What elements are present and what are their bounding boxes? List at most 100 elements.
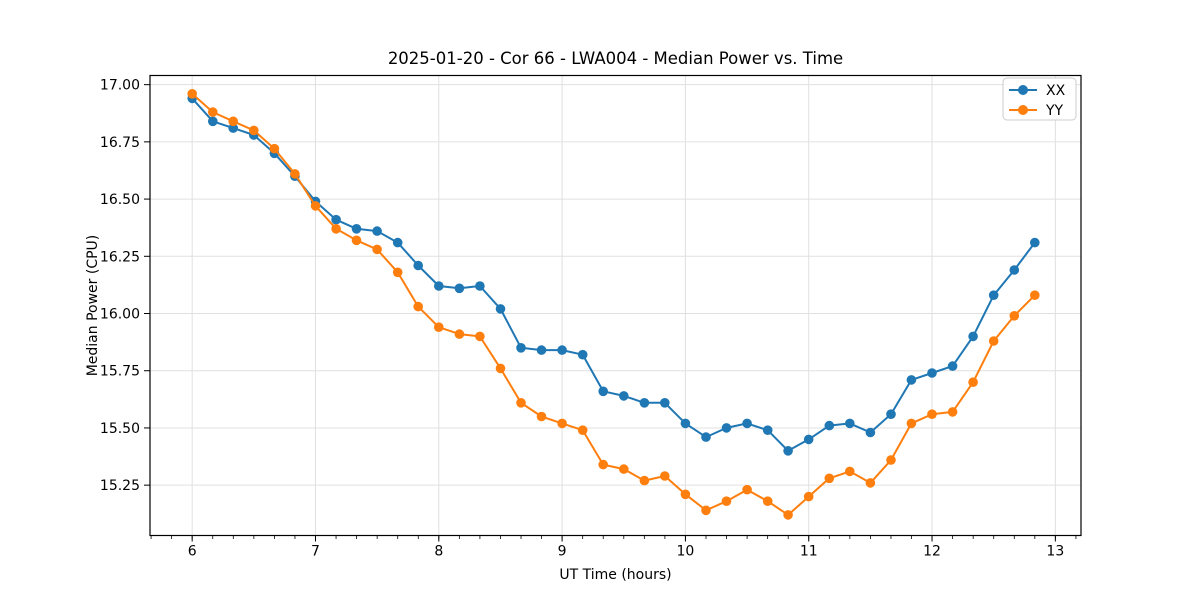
series-yy-marker xyxy=(598,459,608,470)
series-yy-marker xyxy=(208,107,218,117)
series-yy-marker xyxy=(187,89,197,99)
series-yy-marker xyxy=(351,235,362,246)
series-yy-marker xyxy=(803,491,814,502)
series-xx-marker xyxy=(865,427,876,438)
series-xx-marker xyxy=(721,423,732,433)
series-xx-marker xyxy=(639,398,650,408)
x-axis-tick-label: 6 xyxy=(188,544,197,560)
x-axis-tick-label: 10 xyxy=(677,544,695,560)
series-xx-line xyxy=(191,97,1036,452)
series-xx-marker xyxy=(906,375,917,385)
y-axis-tick-label: 15.25 xyxy=(100,478,140,494)
series-xx-marker xyxy=(536,345,547,355)
series-yy-marker xyxy=(495,363,506,374)
x-axis-label: UT Time (hours) xyxy=(559,567,671,583)
series-yy-marker xyxy=(1030,290,1040,301)
series-yy-marker xyxy=(577,425,588,436)
series-yy-marker xyxy=(228,116,238,127)
legend: XX YY xyxy=(1002,77,1077,121)
legend-item-xx: XX xyxy=(1046,83,1066,99)
series-yy-marker xyxy=(372,244,382,255)
series-xx-marker xyxy=(1009,265,1020,275)
y-axis-tick-label: 16.00 xyxy=(100,307,140,323)
series-xx-marker xyxy=(619,391,629,401)
y-axis-tick-label: 17.00 xyxy=(100,78,140,94)
series-xx-marker xyxy=(228,123,238,133)
series-yy-marker xyxy=(865,478,876,488)
series-yy-marker xyxy=(310,201,321,211)
series-yy-marker xyxy=(249,125,259,136)
series-xx-marker xyxy=(762,425,773,436)
y-axis-tick-label: 16.25 xyxy=(100,249,140,265)
series-yy-marker xyxy=(680,489,691,500)
series-yy-marker xyxy=(762,496,773,507)
series-yy-marker xyxy=(701,505,711,516)
series-xx-marker xyxy=(927,368,937,378)
series-xx-marker xyxy=(988,290,999,301)
series-xx-marker xyxy=(495,304,506,314)
series-xx-marker xyxy=(331,214,341,225)
series-xx-marker xyxy=(886,409,896,420)
plot-border xyxy=(149,74,1082,537)
series-yy-marker xyxy=(721,496,732,507)
series-xx-marker xyxy=(783,446,793,456)
series-xx-marker xyxy=(598,386,608,397)
series-yy-marker xyxy=(516,398,526,408)
legend-item-yy: YY xyxy=(1045,103,1064,119)
legend-sample-marker xyxy=(1018,85,1028,95)
series-yy-marker xyxy=(536,411,547,422)
series-xx-marker xyxy=(701,432,711,442)
series-yy-marker xyxy=(413,301,424,312)
series-yy-marker xyxy=(639,475,650,486)
axes-layer: 6 7 8 9 10 11 12 13 15.25 15.50 15.75 16.00 16.25 16.… xyxy=(100,74,1082,560)
x-axis-tick-label: 13 xyxy=(1046,544,1064,560)
series-xx-marker xyxy=(208,116,218,127)
series-yy-marker xyxy=(619,464,629,474)
series-yy-marker xyxy=(886,455,896,465)
series-yy-marker xyxy=(434,322,444,333)
series-xx-marker xyxy=(516,343,526,353)
series-xx-marker xyxy=(947,361,958,371)
series-xx-marker xyxy=(1030,237,1040,248)
series-yy-marker xyxy=(392,267,403,278)
series-layer xyxy=(187,89,1040,520)
series-yy-marker xyxy=(824,473,835,484)
series-yy-marker xyxy=(783,510,793,520)
grid-layer xyxy=(150,75,1081,536)
series-yy-marker xyxy=(454,329,465,339)
y-axis-label: Median Power (CPU) xyxy=(85,235,101,377)
series-xx-marker xyxy=(434,281,444,291)
series-yy-marker xyxy=(331,224,341,234)
x-axis-tick-label: 9 xyxy=(558,544,567,560)
x-axis-tick-label: 11 xyxy=(800,544,818,560)
series-yy-marker xyxy=(557,418,567,429)
series-yy-marker xyxy=(660,471,670,481)
x-axis-tick-label: 8 xyxy=(434,544,443,560)
series-xx-marker xyxy=(824,420,835,431)
series-xx-marker xyxy=(968,331,978,342)
series-xx-marker xyxy=(742,418,752,429)
series-xx-marker xyxy=(454,283,465,294)
series-yy-marker xyxy=(290,169,300,179)
series-yy-marker xyxy=(988,336,999,346)
series-yy-marker xyxy=(742,484,752,495)
series-yy-marker xyxy=(475,331,485,342)
series-yy-marker xyxy=(947,407,958,417)
series-yy-marker xyxy=(906,418,917,429)
series-xx-marker xyxy=(372,226,382,236)
series-xx-marker xyxy=(475,281,485,291)
series-yy-marker xyxy=(1009,311,1020,321)
series-xx-marker xyxy=(351,224,362,234)
series-xx-marker xyxy=(680,418,691,429)
x-axis-tick-label: 7 xyxy=(311,544,320,560)
series-yy-marker xyxy=(269,143,280,154)
series-xx-marker xyxy=(392,237,403,248)
series-yy-marker xyxy=(968,377,978,388)
series-xx-marker xyxy=(557,345,567,355)
series-yy-line xyxy=(191,92,1036,516)
series-xx-marker xyxy=(413,260,424,271)
y-axis-tick-label: 16.50 xyxy=(100,192,140,208)
y-axis-tick-label: 16.75 xyxy=(100,135,140,151)
